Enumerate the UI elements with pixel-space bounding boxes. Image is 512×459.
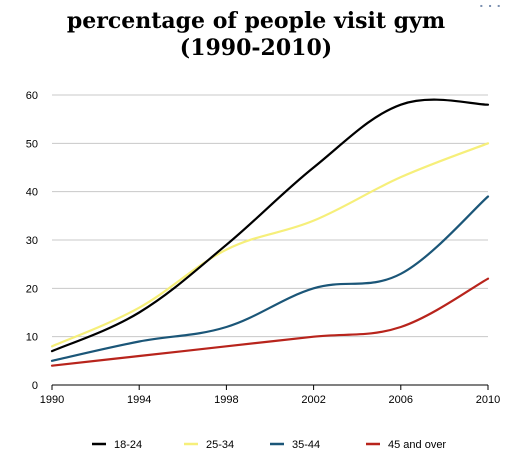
series-line-25-34 xyxy=(50,142,490,348)
y-tick-label: 40 xyxy=(26,187,38,199)
y-tick-label: 0 xyxy=(32,380,38,392)
corner-mark-icon: ▪ xyxy=(488,3,498,8)
legend-label: 25-34 xyxy=(206,439,234,451)
corner-mark-icon: ▪ xyxy=(479,3,489,8)
series-line-18-24 xyxy=(50,98,490,353)
x-tick-label: 1994 xyxy=(127,394,151,406)
x-tick-label: 1990 xyxy=(40,394,64,406)
x-tick-label: 2006 xyxy=(389,394,413,406)
legend-item: 18-24 xyxy=(92,439,142,451)
corner-mark-icon: ▪ xyxy=(497,3,506,8)
x-tick-label: 2002 xyxy=(301,394,325,406)
x-tick-label: 1998 xyxy=(214,394,238,406)
grid-lines xyxy=(52,94,488,338)
chart-title: percentage of people visit gym xyxy=(66,8,446,34)
y-tick-label: 50 xyxy=(26,138,38,150)
series-lines xyxy=(50,98,490,367)
legend-item: 45 and over xyxy=(366,439,446,451)
chart-subtitle: (1990-2010) xyxy=(179,35,333,61)
series-line-35-44 xyxy=(50,195,490,362)
y-tick-label: 30 xyxy=(26,235,38,247)
corner-icons: ▪▪▪ xyxy=(480,3,506,8)
y-tick-label: 60 xyxy=(26,90,38,102)
y-tick-label: 20 xyxy=(26,283,38,295)
legend-label: 35-44 xyxy=(292,439,320,451)
legend-label: 18-24 xyxy=(114,439,142,451)
series-line-45-and-over xyxy=(50,277,490,367)
chart-title-block: percentage of people visit gym (1990-201… xyxy=(0,8,512,62)
axes: 0 10 20 30 40 50 60 1990 1994 1998 2002 2006 2010 xyxy=(26,90,500,406)
legend-item: 35-44 xyxy=(270,439,320,451)
y-tick-label: 10 xyxy=(26,332,38,344)
legend-item: 25-34 xyxy=(184,439,234,451)
legend-label: 45 and over xyxy=(388,439,446,451)
legend: 18-24 25-34 35-44 45 and over xyxy=(92,439,446,451)
x-tick-label: 2010 xyxy=(476,394,500,406)
